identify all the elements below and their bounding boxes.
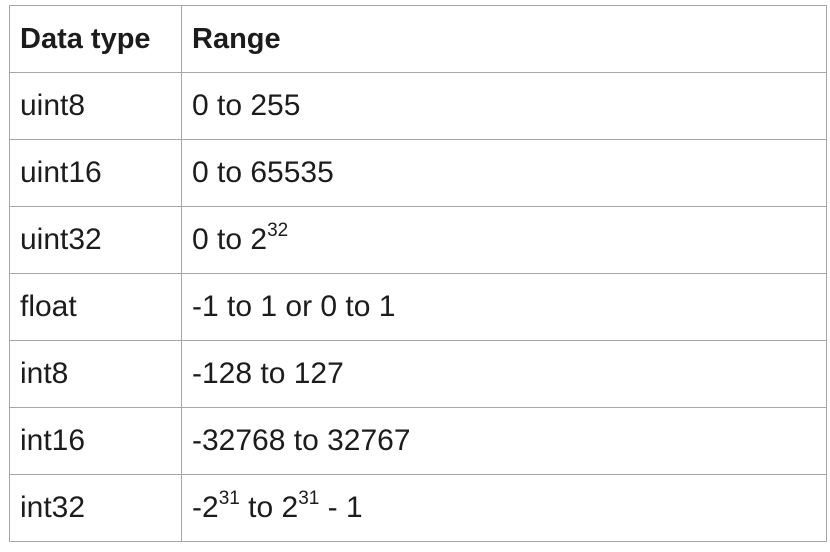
cell-range: 0 to 232 <box>181 206 827 274</box>
cell-range: -32768 to 32767 <box>181 407 827 475</box>
table-row: int8 -128 to 127 <box>9 340 827 408</box>
cell-data-type: float <box>9 273 182 341</box>
range-text: 0 to 65535 <box>192 156 334 189</box>
range-text: 0 to 2 <box>192 223 268 256</box>
cell-range: -1 to 1 or 0 to 1 <box>181 273 827 341</box>
range-exponent: 32 <box>267 220 289 241</box>
cell-range: 0 to 65535 <box>181 139 827 207</box>
cell-data-type: int32 <box>9 474 182 542</box>
cell-range: -128 to 127 <box>181 340 827 408</box>
range-exponent: 31 <box>298 488 320 509</box>
range-exponent: 31 <box>218 488 240 509</box>
header-range: Range <box>181 5 827 73</box>
cell-range: 0 to 255 <box>181 72 827 140</box>
range-text: -1 to 1 or 0 to 1 <box>192 290 396 323</box>
cell-data-type: int16 <box>9 407 182 475</box>
range-text: - 1 <box>319 491 363 524</box>
range-text: -128 to 127 <box>192 357 344 390</box>
range-text: 0 to 255 <box>192 89 301 122</box>
header-data-type: Data type <box>9 5 182 73</box>
cell-data-type: uint32 <box>9 206 182 274</box>
table-row: uint8 0 to 255 <box>9 72 827 140</box>
cell-data-type: int8 <box>9 340 182 408</box>
table-row: uint32 0 to 232 <box>9 206 827 274</box>
table-row: int16 -32768 to 32767 <box>9 407 827 475</box>
data-type-range-table-container: Data type Range uint8 0 to 255 uint16 0 … <box>9 5 827 542</box>
range-text: to 2 <box>239 491 299 524</box>
cell-data-type: uint16 <box>9 139 182 207</box>
table-header-row: Data type Range <box>9 5 827 73</box>
range-text: -32768 to 32767 <box>192 424 411 457</box>
range-text: -2 <box>192 491 219 524</box>
table-row: int32 -231 to 231 - 1 <box>9 474 827 542</box>
cell-range: -231 to 231 - 1 <box>181 474 827 542</box>
table-row: float -1 to 1 or 0 to 1 <box>9 273 827 341</box>
table-row: uint16 0 to 65535 <box>9 139 827 207</box>
cell-data-type: uint8 <box>9 72 182 140</box>
data-type-range-table: Data type Range uint8 0 to 255 uint16 0 … <box>9 5 827 542</box>
table-body: uint8 0 to 255 uint16 0 to 65535 uint32 … <box>9 72 827 542</box>
